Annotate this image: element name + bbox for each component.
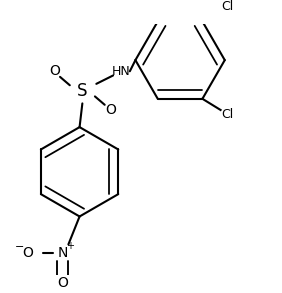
Text: Cl: Cl <box>221 0 234 13</box>
Text: +: + <box>66 241 74 251</box>
Text: −: − <box>15 242 24 252</box>
Text: HN: HN <box>112 65 131 78</box>
Text: O: O <box>49 64 60 78</box>
Text: O: O <box>23 246 33 260</box>
Text: O: O <box>57 277 68 290</box>
Text: S: S <box>77 82 88 100</box>
Text: O: O <box>105 103 116 117</box>
Text: N: N <box>58 246 68 260</box>
Text: Cl: Cl <box>221 108 234 121</box>
